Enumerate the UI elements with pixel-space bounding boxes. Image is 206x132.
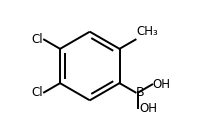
Text: Cl: Cl (32, 86, 43, 99)
Text: OH: OH (153, 78, 171, 91)
Text: Cl: Cl (32, 33, 43, 46)
Text: OH: OH (139, 102, 157, 115)
Text: B: B (136, 86, 145, 99)
Text: CH₃: CH₃ (137, 25, 159, 38)
